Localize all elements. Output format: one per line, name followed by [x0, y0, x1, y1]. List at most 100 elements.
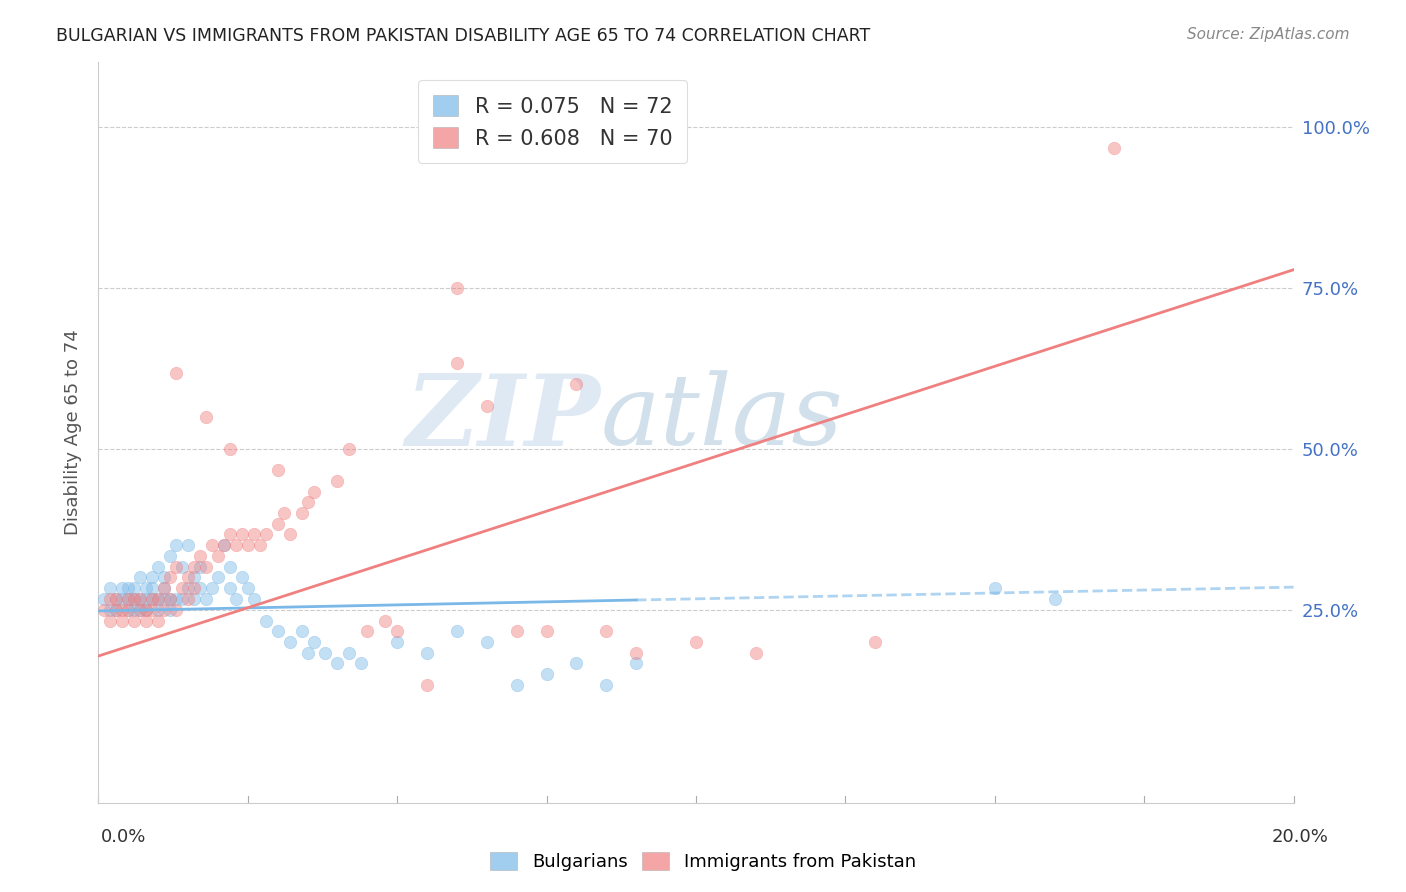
Point: [188, 582, 211, 596]
Point: [745, 646, 768, 660]
Point: [231, 570, 253, 584]
Point: [172, 559, 194, 574]
Point: [135, 582, 157, 596]
Point: [165, 559, 187, 574]
Text: ZIP: ZIP: [405, 369, 600, 466]
Point: [153, 582, 176, 596]
Point: [302, 635, 325, 649]
Point: [98, 602, 122, 616]
Point: [267, 516, 290, 531]
Point: [183, 570, 205, 584]
Point: [475, 635, 498, 649]
Point: [141, 570, 163, 584]
Point: [225, 538, 247, 552]
Point: [129, 591, 152, 606]
Point: [124, 614, 146, 628]
Point: [165, 591, 187, 606]
Point: [565, 656, 588, 670]
Point: [374, 614, 396, 628]
Point: [141, 591, 163, 606]
Point: [225, 591, 247, 606]
Point: [165, 367, 187, 381]
Point: [111, 602, 134, 616]
Point: [506, 624, 529, 638]
Point: [124, 591, 146, 606]
Point: [207, 570, 229, 584]
Point: [339, 442, 361, 456]
Point: [135, 602, 157, 616]
Point: [159, 591, 181, 606]
Point: [219, 582, 242, 596]
Text: Source: ZipAtlas.com: Source: ZipAtlas.com: [1187, 27, 1350, 42]
Point: [339, 646, 361, 660]
Point: [188, 549, 211, 564]
Point: [231, 527, 253, 541]
Point: [159, 570, 181, 584]
Point: [141, 602, 163, 616]
Point: [243, 591, 266, 606]
Point: [165, 602, 187, 616]
Point: [148, 559, 170, 574]
Point: [273, 506, 295, 520]
Point: [153, 591, 176, 606]
Point: [111, 591, 134, 606]
Point: [129, 570, 152, 584]
Point: [172, 582, 194, 596]
Point: [315, 646, 337, 660]
Point: [159, 602, 181, 616]
Point: [153, 582, 176, 596]
Point: [446, 624, 468, 638]
Point: [195, 409, 218, 424]
Point: [236, 582, 259, 596]
Point: [183, 582, 205, 596]
Point: [212, 538, 235, 552]
Point: [219, 442, 242, 456]
Point: [172, 591, 194, 606]
Text: BULGARIAN VS IMMIGRANTS FROM PAKISTAN DISABILITY AGE 65 TO 74 CORRELATION CHART: BULGARIAN VS IMMIGRANTS FROM PAKISTAN DI…: [56, 27, 870, 45]
Point: [177, 591, 200, 606]
Point: [93, 602, 115, 616]
Point: [105, 602, 128, 616]
Point: [148, 591, 170, 606]
Legend: Bulgarians, Immigrants from Pakistan: Bulgarians, Immigrants from Pakistan: [484, 845, 922, 879]
Legend: R = 0.075   N = 72, R = 0.608   N = 70: R = 0.075 N = 72, R = 0.608 N = 70: [419, 80, 686, 163]
Point: [219, 527, 242, 541]
Point: [297, 646, 319, 660]
Point: [195, 591, 218, 606]
Point: [1104, 141, 1126, 155]
Point: [416, 646, 439, 660]
Point: [153, 602, 176, 616]
Point: [177, 582, 200, 596]
Text: atlas: atlas: [600, 370, 844, 466]
Point: [595, 624, 617, 638]
Point: [159, 591, 181, 606]
Point: [111, 614, 134, 628]
Point: [188, 559, 211, 574]
Point: [416, 678, 439, 692]
Point: [385, 624, 409, 638]
Point: [129, 602, 152, 616]
Point: [111, 582, 134, 596]
Point: [124, 591, 146, 606]
Point: [135, 591, 157, 606]
Point: [475, 399, 498, 413]
Y-axis label: Disability Age 65 to 74: Disability Age 65 to 74: [65, 330, 83, 535]
Point: [278, 635, 301, 649]
Point: [129, 591, 152, 606]
Point: [124, 582, 146, 596]
Point: [124, 602, 146, 616]
Point: [356, 624, 378, 638]
Point: [254, 614, 277, 628]
Point: [148, 591, 170, 606]
Point: [219, 559, 242, 574]
Point: [865, 635, 887, 649]
Point: [117, 602, 139, 616]
Point: [201, 538, 224, 552]
Point: [207, 549, 229, 564]
Point: [195, 559, 218, 574]
Point: [117, 591, 139, 606]
Point: [117, 582, 139, 596]
Point: [249, 538, 271, 552]
Point: [201, 582, 224, 596]
Point: [267, 463, 290, 477]
